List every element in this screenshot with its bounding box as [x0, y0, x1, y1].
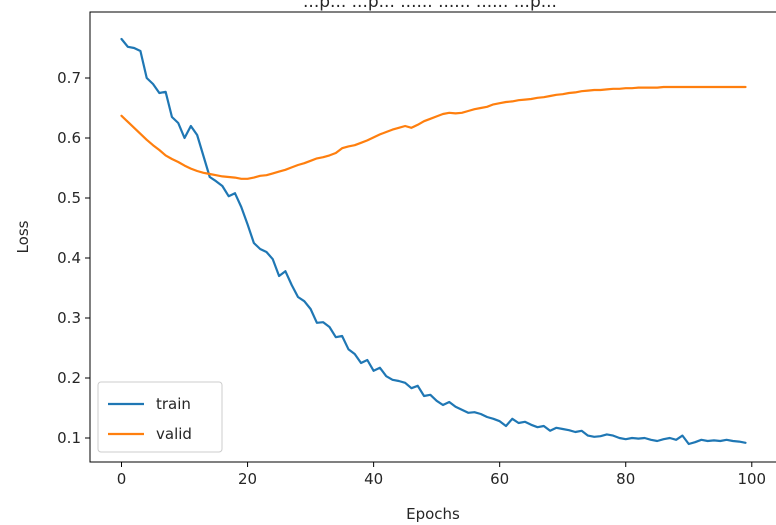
y-axis-label: Loss [14, 220, 32, 253]
y-tick-label: 0.4 [57, 249, 81, 267]
x-tick-label: 0 [117, 470, 127, 488]
x-tick-label: 60 [490, 470, 509, 488]
x-tick-label: 20 [238, 470, 257, 488]
y-tick-label: 0.5 [57, 189, 81, 207]
x-tick-label: 100 [737, 470, 766, 488]
x-axis-ticks: 0 20 40 60 80 100 [117, 462, 766, 488]
y-tick-label: 0.7 [57, 69, 81, 87]
y-tick-label: 0.3 [57, 309, 81, 327]
series-layer [120, 37, 747, 446]
plot-frame [89, 11, 776, 463]
y-tick-label: 0.6 [57, 129, 81, 147]
x-tick-label: 40 [364, 470, 383, 488]
x-axis-label: Epochs [406, 505, 460, 523]
y-tick-label: 0.1 [57, 429, 81, 447]
y-tick-label: 0.2 [57, 369, 81, 387]
chart-title: ...p... ...p... ...... ...... ...... ...… [303, 0, 557, 12]
legend-label-valid: valid [156, 425, 192, 443]
legend: train valid [97, 381, 223, 453]
y-axis-ticks: 0.1 0.2 0.3 0.4 0.5 0.6 0.7 [57, 69, 90, 447]
series-line-valid [120, 85, 747, 180]
x-tick-label: 80 [616, 470, 635, 488]
series-line-train [120, 37, 747, 446]
legend-label-train: train [156, 395, 191, 413]
